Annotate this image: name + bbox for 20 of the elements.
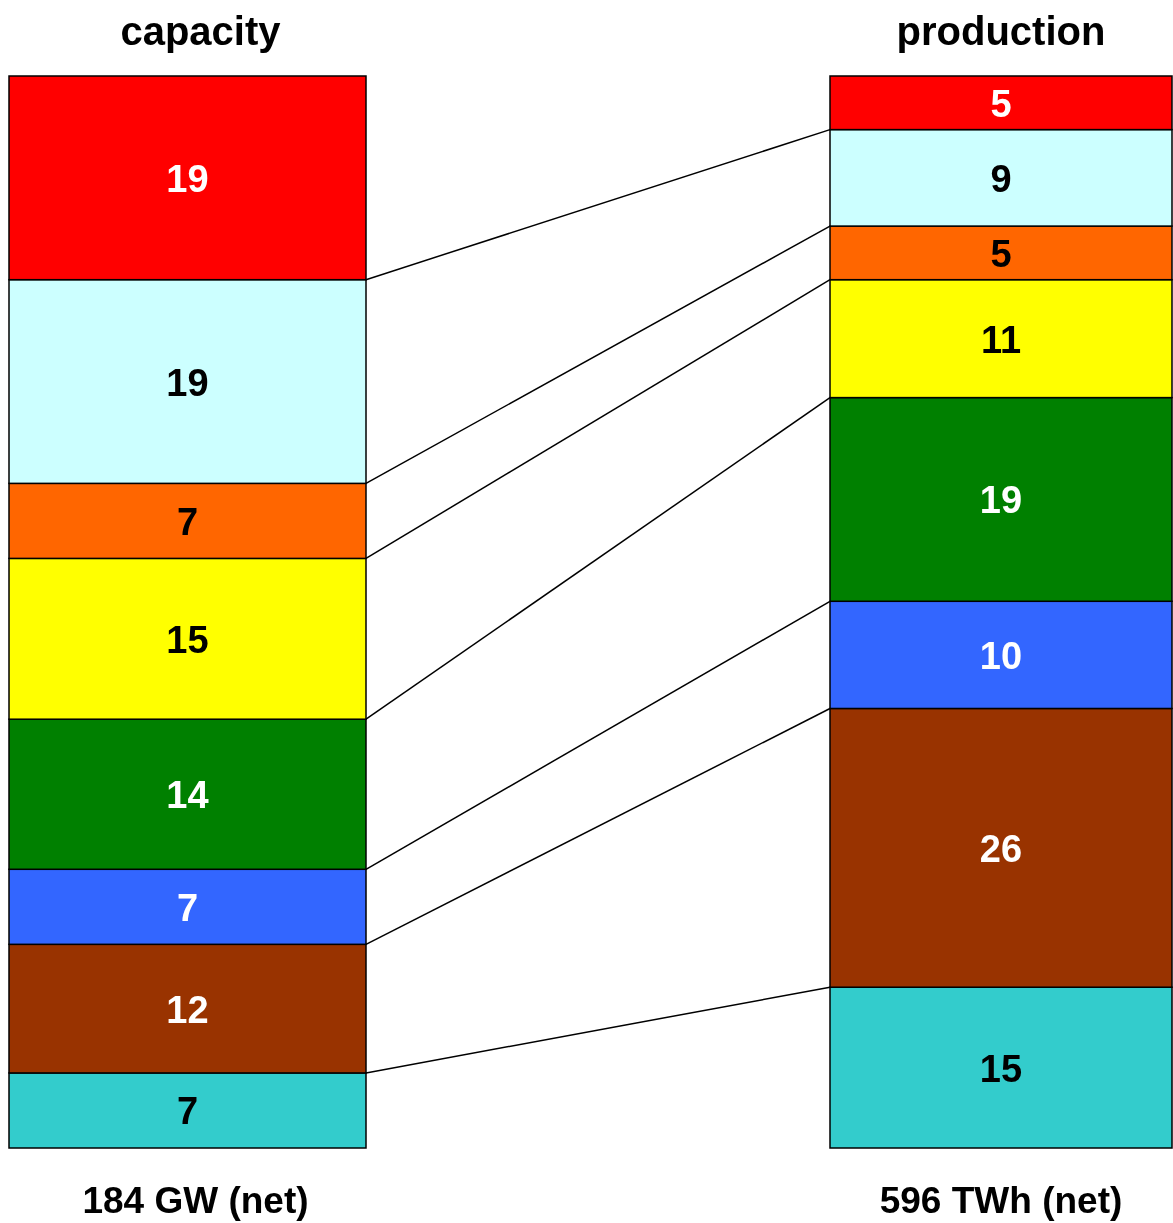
data-label: 7 (176, 886, 199, 929)
data-label: 19 (979, 479, 1023, 522)
data-label: 5 (990, 82, 1012, 125)
x-tick-label: capacity (120, 9, 282, 53)
data-label: 5 (990, 232, 1012, 275)
data-label: 15 (979, 1047, 1023, 1090)
data-label: 19 (166, 157, 209, 200)
data-label: 10 (979, 634, 1023, 677)
data-label: 12 (166, 988, 209, 1031)
data-label: 7 (176, 1090, 199, 1133)
text: 184 GW (net) (82, 1180, 309, 1221)
data-label: 19 (166, 361, 209, 404)
data-label: 7 (176, 500, 199, 543)
data-label: 14 (166, 774, 209, 817)
x-tick-label: production (896, 9, 1106, 53)
data-label: 15 (166, 618, 209, 661)
data-label: 9 (990, 157, 1012, 200)
text: 596 TWh (net) (879, 1180, 1123, 1221)
data-label: 11 (980, 318, 1022, 361)
data-label: 26 (979, 827, 1023, 870)
